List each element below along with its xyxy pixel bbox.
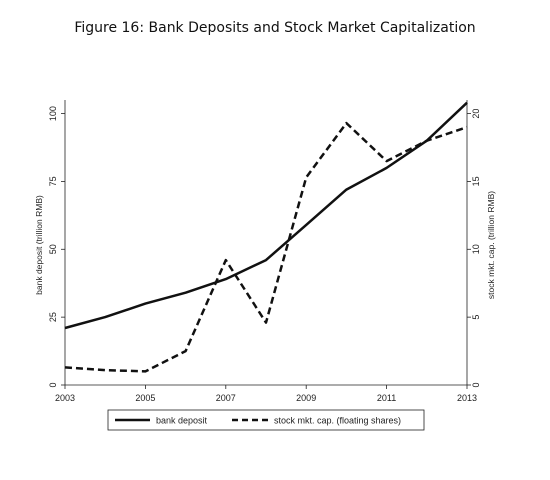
y2-axis-label: stock mkt. cap. (trillion RMB) — [486, 191, 496, 299]
plot-frame — [64, 100, 468, 386]
series-line-stock-mkt-cap — [64, 121, 468, 373]
x-tick-label-2013: 2013 — [457, 393, 477, 403]
series-layer — [64, 101, 468, 373]
x-tick-label-2011: 2011 — [377, 393, 396, 403]
y2-tick-label-5: 5 — [471, 315, 481, 320]
x-tick-label-2005: 2005 — [135, 393, 155, 403]
y-tick-label-25: 25 — [48, 312, 58, 322]
y-tick-label-100: 100 — [48, 106, 58, 121]
legend: bank deposit stock mkt. cap. (floating s… — [107, 409, 425, 431]
y-tick-label-0: 0 — [48, 382, 58, 387]
y2-tick-label-0: 0 — [471, 382, 481, 387]
legend-label-stock-mkt-cap: stock mkt. cap. (floating shares) — [274, 416, 401, 426]
y2-tick-label-15: 15 — [471, 176, 481, 186]
y-tick-label-75: 75 — [48, 176, 58, 186]
x-axis: 2003 2005 2007 2009 2011 2013 — [55, 385, 477, 403]
left-axis: 0 25 50 75 100 — [48, 106, 65, 388]
chart-title: Figure 16: Bank Deposits and Stock Marke… — [74, 20, 476, 36]
y-tick-label-50: 50 — [48, 244, 58, 254]
y2-tick-label-10: 10 — [471, 244, 481, 254]
legend-label-bank-deposit: bank deposit — [156, 416, 208, 426]
y2-tick-label-20: 20 — [471, 109, 481, 119]
series-line-bank-deposit — [64, 101, 468, 330]
right-axis: 0 5 10 15 20 — [467, 109, 481, 388]
x-tick-label-2007: 2007 — [216, 393, 236, 403]
x-tick-label-2009: 2009 — [296, 393, 316, 403]
y-axis-label: bank deposit (trillion RMB) — [34, 195, 44, 295]
x-tick-label-2003: 2003 — [55, 393, 75, 403]
